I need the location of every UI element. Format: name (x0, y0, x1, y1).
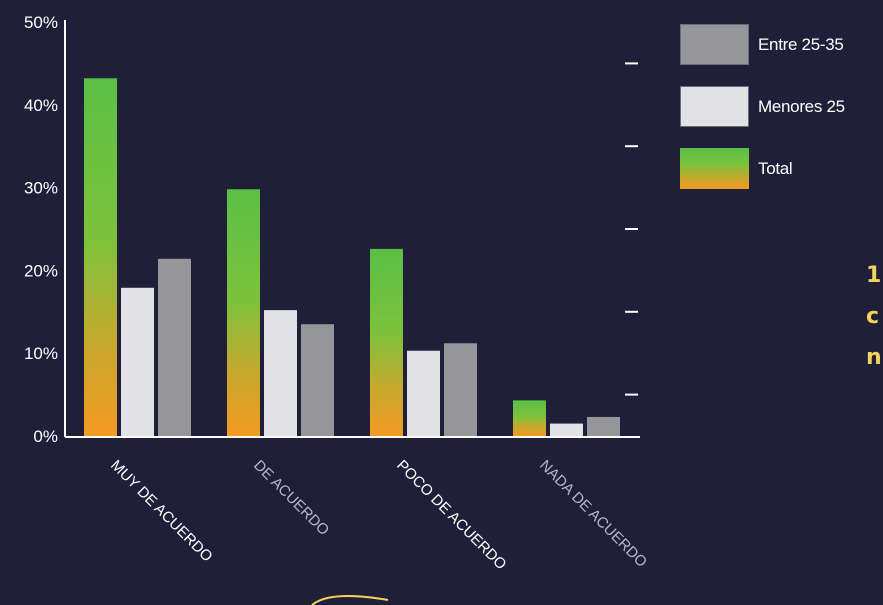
y-tick-label: 10% (24, 344, 58, 363)
side-text-line: 1 (866, 263, 882, 288)
bar-entre-25-35 (301, 324, 334, 436)
decorative-arc (311, 595, 389, 605)
bar-total (513, 400, 546, 436)
legend-label: Entre 25-35 (758, 34, 844, 54)
legend-item-total: Total (680, 148, 845, 189)
x-category-label: DE ACUERDO (250, 457, 332, 539)
legend: Entre 25-35 Menores 25 Total (680, 24, 845, 210)
bar-menores-25 (407, 350, 440, 436)
y-tick-label: 40% (24, 96, 58, 115)
side-text-line: n (866, 345, 882, 370)
side-text-line: c (866, 304, 880, 329)
bar-total (84, 78, 117, 436)
bar-total (370, 248, 403, 436)
y-tick-label: 0% (33, 427, 58, 446)
y-tick-label: 50% (24, 13, 58, 32)
bar-entre-25-35 (158, 258, 191, 436)
legend-swatch-total (680, 148, 749, 189)
x-category-label: NADA DE ACUERDO (536, 457, 650, 571)
bar-total (227, 189, 260, 436)
legend-label: Menores 25 (758, 96, 845, 116)
bar-entre-25-35 (444, 343, 477, 436)
y-tick-label: 20% (24, 261, 58, 280)
bar-menores-25 (121, 287, 154, 436)
legend-swatch-entre-25-35 (680, 24, 749, 65)
bar-entre-25-35 (587, 416, 620, 436)
legend-swatch-menores-25 (680, 86, 749, 127)
legend-label: Total (758, 158, 793, 178)
x-category-label: POCO DE ACUERDO (393, 457, 509, 573)
legend-item-menores-25: Menores 25 (680, 86, 845, 127)
bar-menores-25 (550, 423, 583, 436)
x-category-label: MUY DE ACUERDO (107, 457, 215, 565)
bar-menores-25 (264, 310, 297, 436)
legend-item-entre-25-35: Entre 25-35 (680, 24, 845, 65)
y-tick-label: 30% (24, 179, 58, 198)
